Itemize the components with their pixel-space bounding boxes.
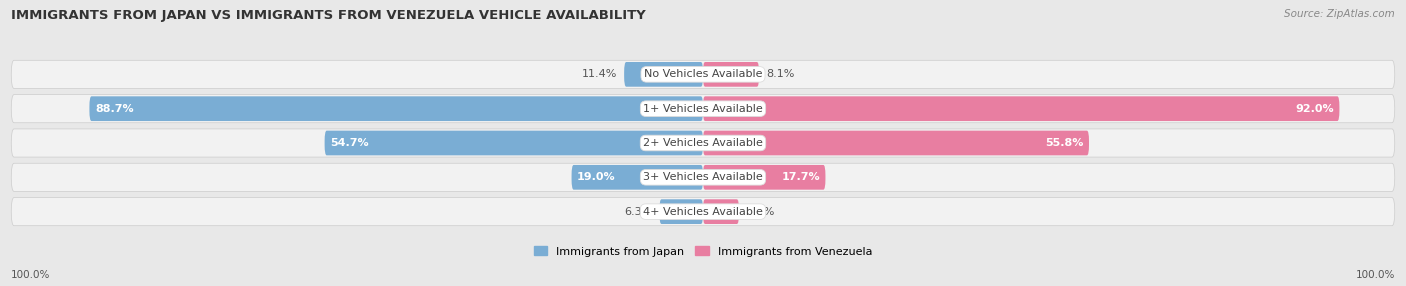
FancyBboxPatch shape — [572, 165, 703, 190]
FancyBboxPatch shape — [11, 95, 1395, 123]
FancyBboxPatch shape — [11, 129, 1395, 157]
FancyBboxPatch shape — [11, 60, 1395, 88]
FancyBboxPatch shape — [11, 163, 1395, 191]
Text: 5.2%: 5.2% — [747, 207, 775, 217]
FancyBboxPatch shape — [703, 62, 759, 87]
FancyBboxPatch shape — [703, 131, 1090, 155]
Text: 3+ Vehicles Available: 3+ Vehicles Available — [643, 172, 763, 182]
Text: 1+ Vehicles Available: 1+ Vehicles Available — [643, 104, 763, 114]
Text: 54.7%: 54.7% — [330, 138, 368, 148]
FancyBboxPatch shape — [624, 62, 703, 87]
Text: 92.0%: 92.0% — [1295, 104, 1334, 114]
Text: 4+ Vehicles Available: 4+ Vehicles Available — [643, 207, 763, 217]
FancyBboxPatch shape — [703, 96, 1340, 121]
FancyBboxPatch shape — [703, 199, 740, 224]
Text: 19.0%: 19.0% — [576, 172, 616, 182]
Text: 8.1%: 8.1% — [766, 69, 794, 79]
Legend: Immigrants from Japan, Immigrants from Venezuela: Immigrants from Japan, Immigrants from V… — [530, 242, 876, 261]
Text: No Vehicles Available: No Vehicles Available — [644, 69, 762, 79]
FancyBboxPatch shape — [11, 198, 1395, 226]
FancyBboxPatch shape — [703, 165, 825, 190]
FancyBboxPatch shape — [659, 199, 703, 224]
Text: 88.7%: 88.7% — [96, 104, 134, 114]
Text: 55.8%: 55.8% — [1045, 138, 1084, 148]
FancyBboxPatch shape — [90, 96, 703, 121]
Text: 11.4%: 11.4% — [582, 69, 617, 79]
FancyBboxPatch shape — [325, 131, 703, 155]
Text: 17.7%: 17.7% — [782, 172, 820, 182]
Text: 6.3%: 6.3% — [624, 207, 652, 217]
Text: 100.0%: 100.0% — [11, 270, 51, 280]
Text: 2+ Vehicles Available: 2+ Vehicles Available — [643, 138, 763, 148]
Text: Source: ZipAtlas.com: Source: ZipAtlas.com — [1284, 9, 1395, 19]
Text: IMMIGRANTS FROM JAPAN VS IMMIGRANTS FROM VENEZUELA VEHICLE AVAILABILITY: IMMIGRANTS FROM JAPAN VS IMMIGRANTS FROM… — [11, 9, 645, 21]
Text: 100.0%: 100.0% — [1355, 270, 1395, 280]
